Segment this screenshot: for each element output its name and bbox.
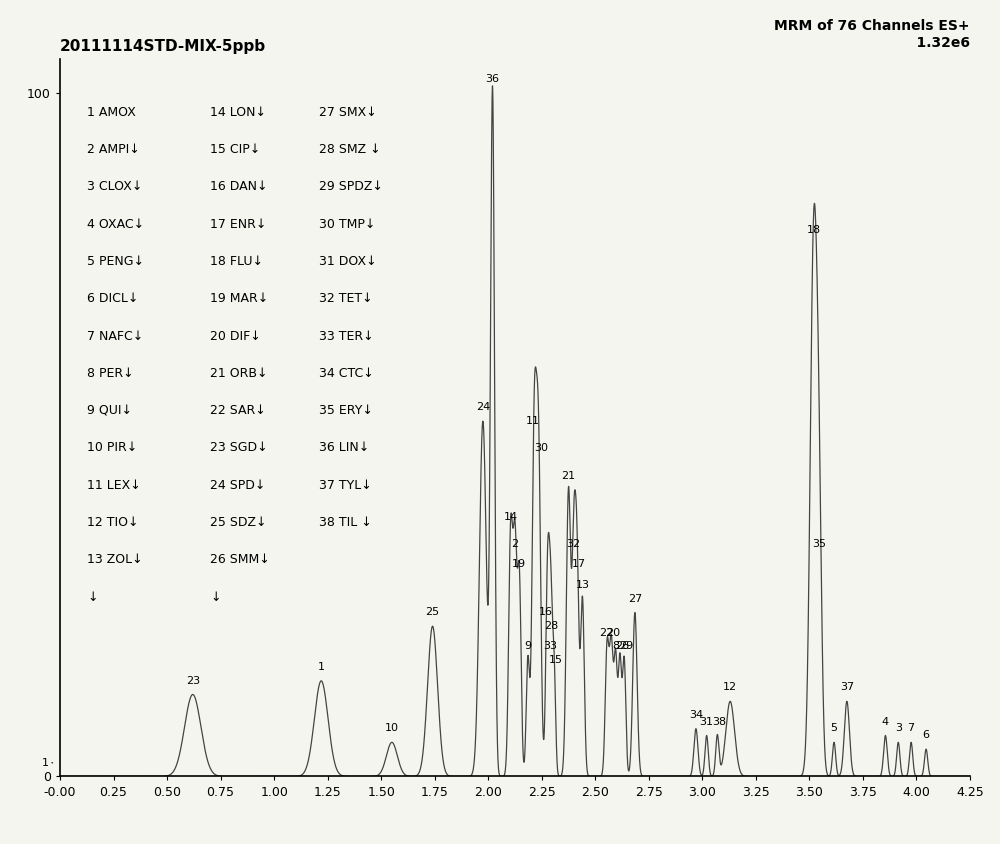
Text: 23 SGD↓: 23 SGD↓	[210, 441, 268, 454]
Text: 35: 35	[812, 539, 826, 549]
Text: 4: 4	[882, 717, 889, 727]
Text: 7 NAFC↓: 7 NAFC↓	[87, 329, 144, 343]
Text: 6: 6	[923, 730, 930, 740]
Text: 16 DAN↓: 16 DAN↓	[210, 181, 268, 193]
Text: 25 SDZ↓: 25 SDZ↓	[210, 516, 267, 529]
Text: 1: 1	[318, 662, 325, 672]
Text: 12: 12	[723, 683, 737, 692]
Text: 8: 8	[612, 641, 619, 652]
Text: 11 LEX↓: 11 LEX↓	[87, 479, 141, 492]
Text: 22: 22	[599, 628, 613, 638]
Text: 10: 10	[385, 723, 399, 733]
Text: 24 SPD↓: 24 SPD↓	[210, 479, 266, 492]
Text: 3: 3	[895, 723, 902, 733]
Text: 34 CTC↓: 34 CTC↓	[319, 367, 374, 380]
Text: 20111114STD-MIX-5ppb: 20111114STD-MIX-5ppb	[60, 39, 266, 54]
Text: 36 LIN↓: 36 LIN↓	[319, 441, 370, 454]
Text: 5 PENG↓: 5 PENG↓	[87, 255, 144, 268]
Text: 9: 9	[524, 641, 531, 652]
Text: 1 AMOX: 1 AMOX	[87, 106, 136, 119]
Text: 37: 37	[840, 683, 854, 692]
Text: 21: 21	[561, 471, 576, 480]
Text: 11: 11	[526, 416, 540, 426]
Text: 14: 14	[504, 511, 518, 522]
Text: 18: 18	[807, 225, 821, 235]
Text: 17 ENR↓: 17 ENR↓	[210, 218, 267, 230]
Text: ↓: ↓	[87, 591, 98, 603]
Text: 10 PIR↓: 10 PIR↓	[87, 441, 138, 454]
Text: ↓: ↓	[210, 591, 221, 603]
Text: 18 FLU↓: 18 FLU↓	[210, 255, 263, 268]
Text: 8 PER↓: 8 PER↓	[87, 367, 134, 380]
Text: 21 ORB↓: 21 ORB↓	[210, 367, 268, 380]
Text: 29 SPDZ↓: 29 SPDZ↓	[319, 181, 383, 193]
Text: 38 TIL ↓: 38 TIL ↓	[319, 516, 372, 529]
Text: 36: 36	[486, 74, 500, 84]
Text: 16: 16	[539, 608, 553, 617]
Text: 28: 28	[544, 621, 559, 631]
Text: 5: 5	[831, 723, 838, 733]
Text: 24: 24	[476, 403, 490, 413]
Text: 33 TER↓: 33 TER↓	[319, 329, 374, 343]
Text: 30: 30	[534, 443, 548, 453]
Text: 15: 15	[549, 655, 563, 665]
Text: 6 DICL↓: 6 DICL↓	[87, 292, 139, 306]
Text: 20: 20	[606, 628, 621, 638]
Text: 19: 19	[512, 560, 526, 570]
Text: 9 QUI↓: 9 QUI↓	[87, 404, 132, 417]
Text: 33: 33	[543, 641, 557, 652]
Text: 2: 2	[511, 539, 519, 549]
Text: 15 CIP↓: 15 CIP↓	[210, 143, 260, 156]
Text: 27: 27	[628, 593, 642, 603]
Text: 14 LON↓: 14 LON↓	[210, 106, 266, 119]
Text: 31 DOX↓: 31 DOX↓	[319, 255, 377, 268]
Text: MRM of 76 Channels ES+
                    1.32e6: MRM of 76 Channels ES+ 1.32e6	[774, 19, 970, 51]
Text: 19 MAR↓: 19 MAR↓	[210, 292, 268, 306]
Text: 30 TMP↓: 30 TMP↓	[319, 218, 376, 230]
Text: 12 TIO↓: 12 TIO↓	[87, 516, 139, 529]
Text: 22 SAR↓: 22 SAR↓	[210, 404, 266, 417]
Text: 13 ZOL↓: 13 ZOL↓	[87, 554, 143, 566]
Text: 23: 23	[186, 675, 200, 685]
Text: 31: 31	[700, 717, 714, 727]
Text: 29: 29	[619, 641, 633, 652]
Text: 34: 34	[689, 710, 703, 720]
Text: 20 DIF↓: 20 DIF↓	[210, 329, 261, 343]
Text: 17: 17	[572, 560, 586, 570]
Text: 7: 7	[908, 723, 915, 733]
Text: 32 TET↓: 32 TET↓	[319, 292, 373, 306]
Text: 25: 25	[426, 608, 440, 617]
Text: 26: 26	[615, 641, 629, 652]
Text: 26 SMM↓: 26 SMM↓	[210, 554, 270, 566]
Text: 28 SMZ ↓: 28 SMZ ↓	[319, 143, 381, 156]
Text: 1: 1	[42, 758, 49, 768]
Text: 13: 13	[575, 580, 589, 590]
Text: 37 TYL↓: 37 TYL↓	[319, 479, 372, 492]
Text: 32: 32	[566, 539, 580, 549]
Text: 4 OXAC↓: 4 OXAC↓	[87, 218, 144, 230]
Text: 38: 38	[712, 717, 727, 727]
Text: 35 ERY↓: 35 ERY↓	[319, 404, 373, 417]
Text: 27 SMX↓: 27 SMX↓	[319, 106, 377, 119]
Text: 2 AMPI↓: 2 AMPI↓	[87, 143, 140, 156]
Text: 3 CLOX↓: 3 CLOX↓	[87, 181, 143, 193]
